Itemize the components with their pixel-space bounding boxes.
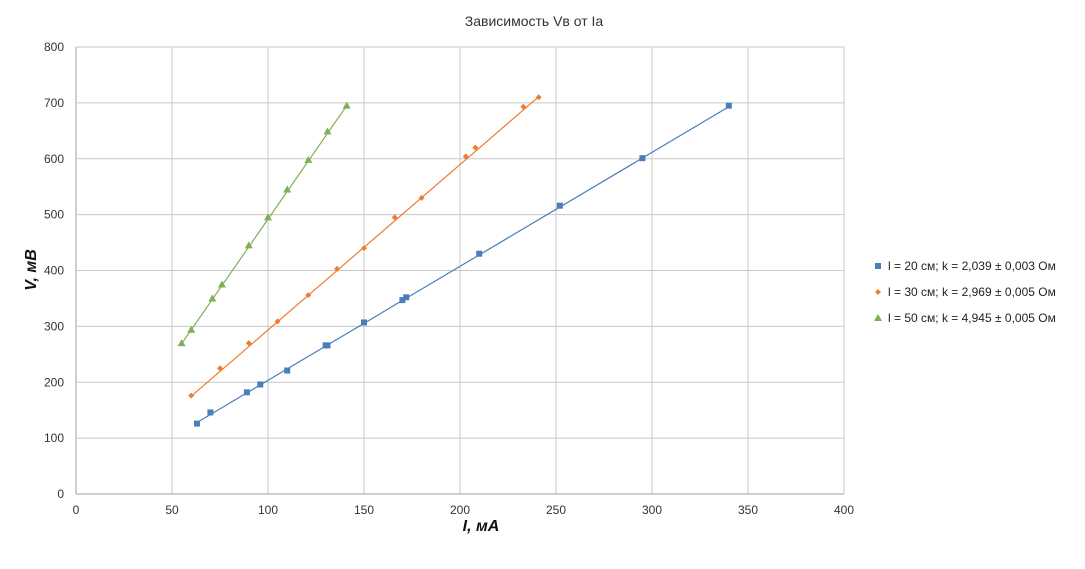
data-point [217, 365, 223, 372]
x-tick-label: 0 [73, 503, 80, 517]
data-point [284, 367, 291, 374]
y-tick-label: 700 [44, 96, 64, 110]
legend-marker [875, 263, 881, 269]
series-3 [177, 101, 351, 347]
data-point [361, 245, 367, 252]
legend: l = 20 см; k = 2,039 ± 0,003 Ом l = 30 см… [874, 259, 1056, 325]
data-point [304, 155, 313, 163]
data-point [193, 420, 200, 427]
data-point [245, 340, 252, 347]
data-point [257, 381, 264, 388]
y-axis-label: V, мВ [23, 249, 40, 290]
tick-labels: 0 50 100 150 200 250 300 350 400 0 100 200 300 400 500… [44, 40, 854, 517]
data-point [520, 103, 527, 110]
y-tick-label: 400 [44, 264, 64, 278]
data-point [342, 101, 351, 109]
legend-entry: l = 30 см; k = 2,969 ± 0,005 Ом [875, 285, 1056, 299]
data-point [535, 94, 542, 101]
data-point [305, 292, 312, 299]
legend-label: l = 20 см; k = 2,039 ± 0,003 Ом [888, 259, 1056, 273]
x-tick-label: 150 [354, 503, 374, 517]
x-tick-label: 250 [546, 503, 566, 517]
data-point [323, 127, 332, 135]
y-tick-label: 500 [44, 208, 64, 222]
x-tick-label: 200 [450, 503, 470, 517]
data-point [188, 392, 195, 399]
data-point [207, 409, 214, 416]
data-point [217, 280, 226, 288]
legend-marker [875, 289, 881, 295]
data-point [334, 265, 341, 272]
data-point [264, 213, 272, 221]
legend-label: l = 30 см; k = 2,969 ± 0,005 Ом [888, 285, 1056, 299]
series-layer [177, 94, 732, 427]
data-point [324, 342, 331, 349]
data-point [403, 294, 410, 301]
y-tick-label: 800 [44, 40, 64, 54]
legend-label: l = 50 см; k = 4,945 ± 0,005 Ом [888, 311, 1056, 325]
data-point [243, 389, 250, 396]
x-tick-label: 400 [834, 503, 854, 517]
trend-line [196, 106, 730, 423]
series-1 [193, 102, 732, 427]
data-point [283, 185, 292, 193]
data-point [177, 339, 186, 347]
series-2 [188, 94, 542, 399]
x-axis-label: I, мА [463, 518, 500, 535]
legend-marker [874, 314, 882, 321]
x-tick-label: 100 [258, 503, 278, 517]
chart-title: Зависимость Vв от Iа [465, 13, 604, 29]
data-point [208, 294, 217, 302]
x-tick-label: 350 [738, 503, 758, 517]
y-tick-label: 100 [44, 431, 64, 445]
data-point [725, 102, 732, 109]
data-point [639, 155, 646, 162]
data-point [462, 153, 469, 160]
data-point [472, 144, 479, 151]
data-point [418, 194, 425, 201]
x-tick-label: 50 [165, 503, 179, 517]
y-tick-label: 600 [44, 152, 64, 166]
data-point [361, 319, 367, 326]
data-point [244, 241, 253, 249]
legend-entry: l = 20 см; k = 2,039 ± 0,003 Ом [875, 259, 1056, 273]
data-point [556, 202, 563, 209]
legend-entry: l = 50 см; k = 4,945 ± 0,005 Ом [874, 311, 1056, 325]
y-tick-label: 200 [44, 375, 64, 389]
y-tick-label: 300 [44, 319, 64, 333]
grid [75, 46, 845, 495]
trend-line [181, 105, 348, 345]
data-point [187, 325, 196, 333]
data-point [391, 214, 398, 221]
data-point [399, 297, 406, 304]
y-tick-label: 0 [57, 487, 64, 501]
x-tick-label: 300 [642, 503, 662, 517]
data-point [476, 250, 483, 257]
data-point [274, 318, 281, 325]
